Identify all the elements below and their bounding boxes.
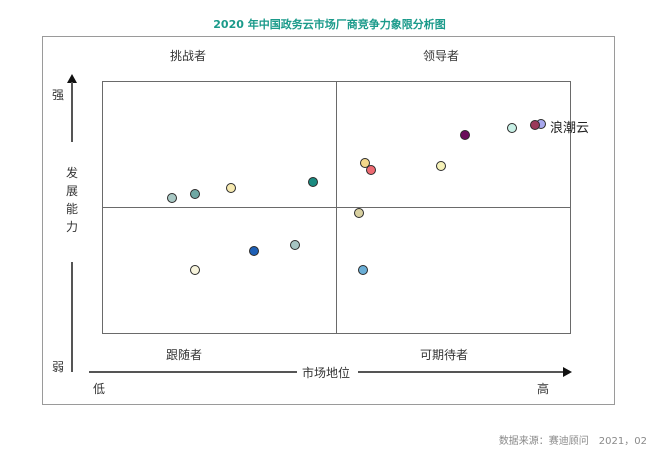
x-axis-low-label: 低 xyxy=(93,382,106,396)
y-axis-label-char: 发 xyxy=(65,166,78,180)
horizontal-divider xyxy=(102,207,571,208)
data-point-label-inspur: 浪潮云 xyxy=(550,121,590,136)
y-axis-high-label: 强 xyxy=(52,88,65,102)
y-axis-arrow-icon xyxy=(67,74,77,83)
data-point xyxy=(226,183,236,193)
data-point xyxy=(290,240,300,250)
quadrant-label-follower: 跟随者 xyxy=(166,348,203,362)
y-axis-low-label: 弱 xyxy=(52,360,65,374)
data-point xyxy=(436,161,446,171)
data-point-inspur-maroon xyxy=(530,120,540,130)
data-point xyxy=(358,265,368,275)
y-axis-label: 发 展 能 力 xyxy=(65,164,79,236)
data-point xyxy=(354,208,364,218)
data-point xyxy=(308,177,318,187)
data-point xyxy=(167,193,177,203)
y-axis-label-char: 能 xyxy=(65,202,78,216)
quadrant-label-challenger: 挑战者 xyxy=(170,49,207,63)
x-axis-high-label: 高 xyxy=(537,382,550,396)
y-axis-label-char: 力 xyxy=(65,220,78,234)
data-point xyxy=(366,165,376,175)
y-axis-label-char: 展 xyxy=(65,184,78,198)
y-axis-line-top xyxy=(71,82,73,142)
x-axis-line-right xyxy=(358,371,564,373)
quadrant-label-leader: 领导者 xyxy=(423,49,460,63)
quadrant-label-promising: 可期待者 xyxy=(420,348,469,362)
chart-frame xyxy=(42,36,615,405)
data-point xyxy=(249,246,259,256)
data-point xyxy=(460,130,470,140)
data-point xyxy=(507,123,517,133)
y-axis-line-bottom xyxy=(71,262,73,372)
data-point xyxy=(190,189,200,199)
data-source: 数据来源：赛迪顾问 2021，02 xyxy=(498,436,647,447)
x-axis-arrow-icon xyxy=(563,367,572,377)
chart-title: 2020 年中国政务云市场厂商竞争力象限分析图 xyxy=(213,18,446,31)
x-axis-label: 市场地位 xyxy=(302,366,351,380)
data-point xyxy=(190,265,200,275)
data-point xyxy=(360,158,370,168)
x-axis-line-left xyxy=(89,371,297,373)
